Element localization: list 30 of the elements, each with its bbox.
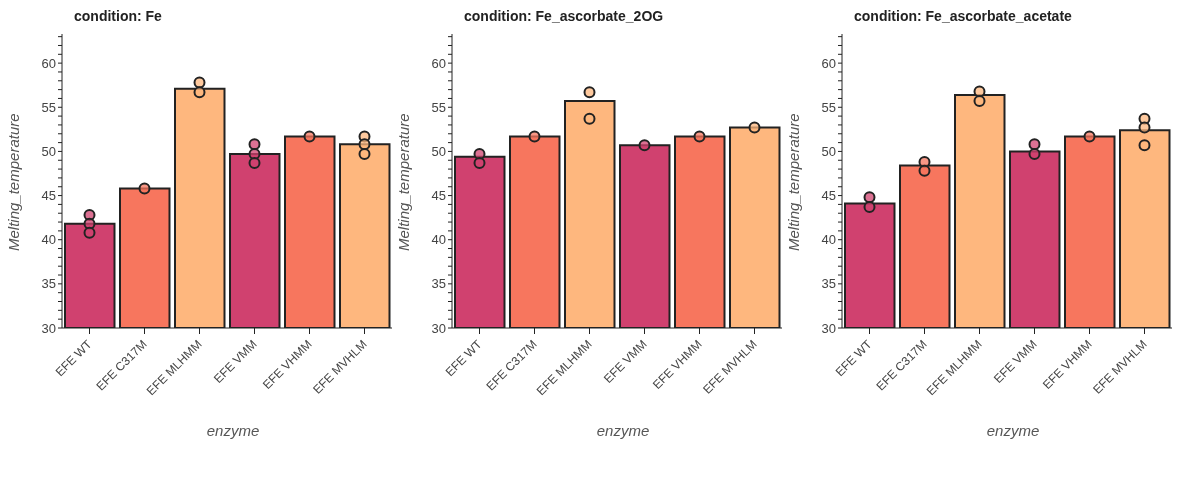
y-tick-label: 40 xyxy=(431,232,446,248)
y-tick-label: 40 xyxy=(41,232,56,248)
chart-title: condition: Fe_ascorbate_2OG xyxy=(463,8,665,26)
y-axis-title: Melting_temperature xyxy=(395,113,413,251)
y-tick-label: 50 xyxy=(41,144,56,160)
x-axis-title: enzyme xyxy=(595,422,651,439)
y-tick-label: 55 xyxy=(821,99,836,115)
y-tick-label: 55 xyxy=(431,99,446,115)
y-tick-label: 45 xyxy=(41,188,56,204)
y-tick-label: 55 xyxy=(41,99,56,115)
y-tick-label: 60 xyxy=(431,55,446,71)
y-tick-label: 60 xyxy=(41,55,56,71)
x-axis-title: enzyme xyxy=(985,422,1041,439)
y-tick-label: 35 xyxy=(821,276,836,292)
y-axis-title: Melting_temperature xyxy=(785,113,803,251)
y-tick-label: 35 xyxy=(431,276,446,292)
chart-title: condition: Fe xyxy=(73,8,163,26)
y-tick-label: 50 xyxy=(431,144,446,160)
y-tick-label: 40 xyxy=(821,232,836,248)
chart-title: condition: Fe_ascorbate_acetate xyxy=(853,8,1073,26)
y-axis-title: Melting_temperature xyxy=(5,113,23,251)
x-axis-title: enzyme xyxy=(205,422,261,439)
y-tick-label: 45 xyxy=(821,188,836,204)
y-tick-label: 50 xyxy=(821,144,836,160)
y-tick-label: 45 xyxy=(431,188,446,204)
y-tick-label: 35 xyxy=(41,276,56,292)
y-tick-label: 30 xyxy=(41,320,56,336)
y-tick-label: 30 xyxy=(821,320,836,336)
y-tick-label: 30 xyxy=(431,320,446,336)
y-tick-label: 60 xyxy=(821,55,836,71)
